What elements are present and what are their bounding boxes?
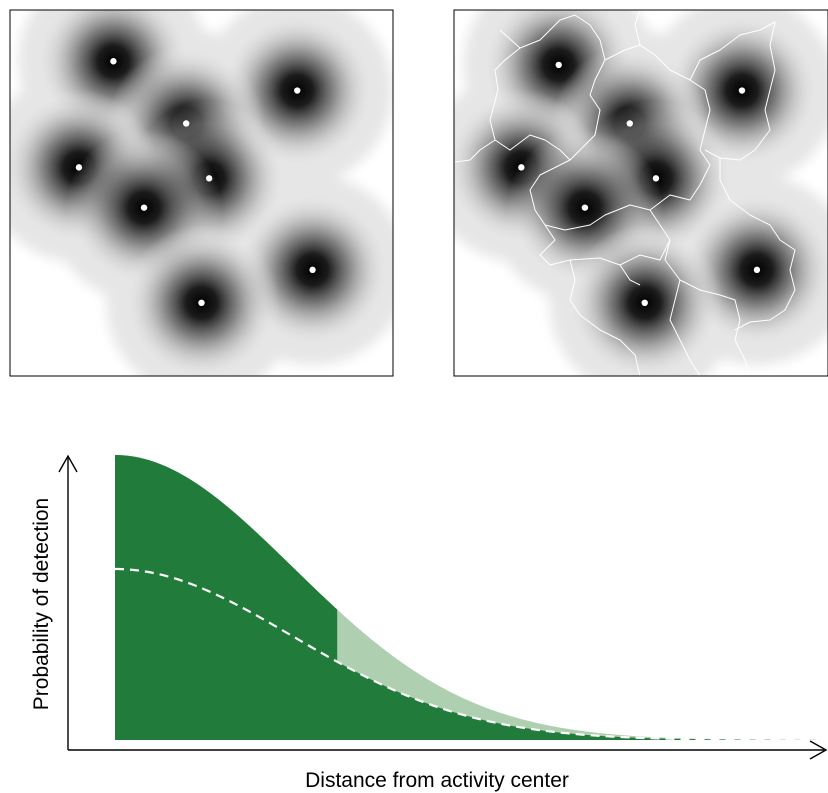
activity-center-point-left-5 <box>140 204 148 211</box>
territory-boundary <box>649 209 751 376</box>
activity-center-point-left-1 <box>294 87 301 94</box>
activity-center-point-right-2 <box>626 120 633 127</box>
density-panel-left <box>9 9 394 377</box>
territory-boundary <box>619 264 641 286</box>
territory-boundary <box>529 44 711 231</box>
detection-chart: Distance from activity center Probabilit… <box>30 454 828 792</box>
panel-border-right <box>453 9 828 377</box>
activity-center-point-left-7 <box>198 299 205 306</box>
activity-center-point-right-4 <box>652 175 660 182</box>
activity-center-point-left-0 <box>110 58 117 65</box>
activity-center-point-right-0 <box>555 61 562 69</box>
activity-centers-left <box>75 58 316 306</box>
x-axis-arrowhead <box>809 740 828 760</box>
detection-area-reduced <box>115 569 826 740</box>
territory-boundary <box>689 21 776 161</box>
territory-boundary <box>454 29 521 163</box>
y-axis-arrowhead <box>58 454 78 473</box>
activity-center-point-left-2 <box>182 120 190 127</box>
territory-boundary <box>669 279 701 376</box>
activity-center-point-right-5 <box>581 204 589 211</box>
territory-boundaries <box>454 10 796 376</box>
activity-center-point-right-7 <box>641 299 648 306</box>
activity-center-point-left-3 <box>75 164 83 171</box>
territory-boundary <box>539 224 671 266</box>
y-axis-label: Probability of detection <box>30 498 53 710</box>
territory-boundary <box>494 14 606 161</box>
activity-center-point-right-3 <box>518 164 525 171</box>
activity-center-point-left-4 <box>205 175 213 182</box>
territory-boundary <box>634 10 641 46</box>
territory-boundary <box>719 158 796 331</box>
density-panel-right <box>453 9 828 377</box>
activity-center-point-left-6 <box>309 266 316 274</box>
panel-border-left <box>9 9 394 377</box>
activity-center-point-right-6 <box>753 266 761 274</box>
x-axis-label: Distance from activity center <box>305 769 569 792</box>
activity-centers-right <box>518 61 761 306</box>
territory-boundary <box>569 259 641 376</box>
reduced-detection-curve <box>114 567 826 742</box>
activity-center-point-right-1 <box>738 87 746 94</box>
